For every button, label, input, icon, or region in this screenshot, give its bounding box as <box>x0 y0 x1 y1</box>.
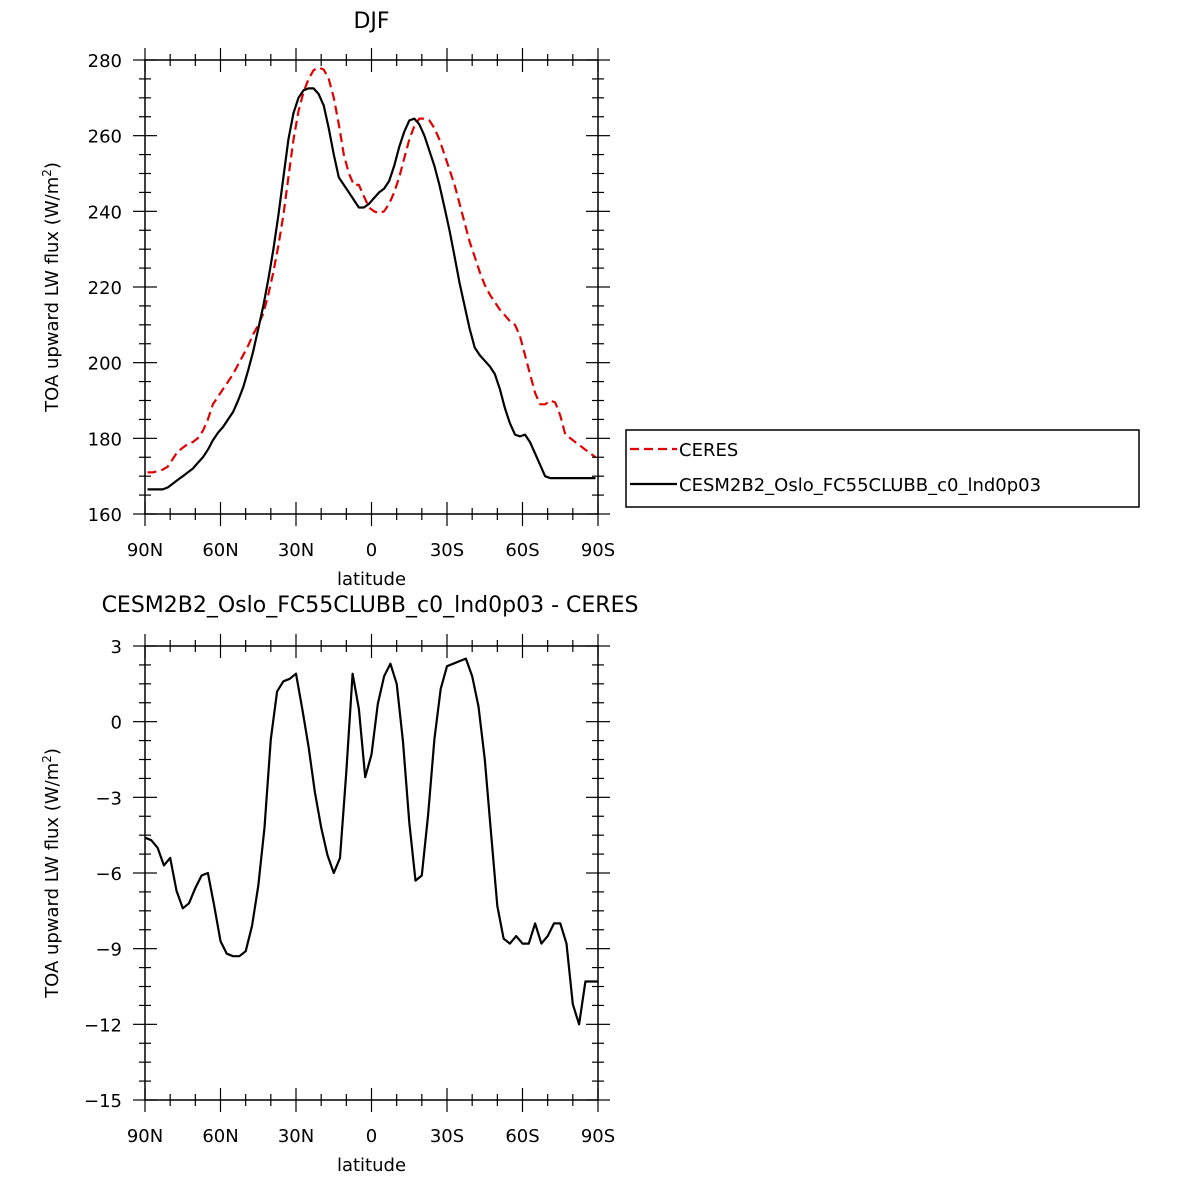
y-tick-label: 220 <box>88 278 122 299</box>
top-plot-frame <box>144 59 599 515</box>
x-tick-label: 60N <box>202 1126 238 1147</box>
legend: CERES CESM2B2_Oslo_FC55CLUBB_c0_lnd0p03 <box>625 429 1140 508</box>
bottom-y-axis-label: TOA upward LW flux (W/m2) <box>40 748 63 999</box>
y-tick-label: −3 <box>95 788 122 809</box>
top-series-group <box>147 66 597 491</box>
bottom-y-axis-label-tail: ) <box>42 748 63 755</box>
bottom-y-axis-label-sup: 2 <box>40 755 54 763</box>
top-panel: DJF 90N 60N 30N 0 30S 60S 90S 160 180 200 220 240 26… <box>40 9 615 590</box>
bottom-x-axis-label: latitude <box>337 1155 406 1176</box>
y-tick-label: 280 <box>88 51 122 72</box>
x-tick-label: 60S <box>505 1126 539 1147</box>
bottom-panel: CESM2B2_Oslo_FC55CLUBB_c0_lnd0p03 - CERE… <box>40 593 638 1176</box>
top-chart-title: DJF <box>353 9 389 34</box>
top-y-axis-label-main: TOA upward LW flux (W/m <box>42 177 63 413</box>
y-tick-label: 160 <box>88 505 122 526</box>
x-tick-label: 0 <box>366 540 377 561</box>
y-tick-label: −6 <box>95 864 122 885</box>
x-tick-label: 30S <box>430 1126 464 1147</box>
top-y-axis-label: TOA upward LW flux (W/m2) <box>40 162 63 413</box>
bottom-y-axis-label-main: TOA upward LW flux (W/m <box>42 763 63 999</box>
series-line-model <box>147 87 596 491</box>
x-tick-label: 30S <box>430 540 464 561</box>
y-tick-label: −12 <box>84 1015 122 1036</box>
series-line-ceres <box>147 66 597 474</box>
x-tick-label: 90S <box>581 540 615 561</box>
bottom-plot-frame <box>144 645 599 1101</box>
y-tick-label: −9 <box>95 940 122 961</box>
y-tick-label: −15 <box>84 1091 122 1112</box>
y-tick-label: 240 <box>88 202 122 223</box>
legend-box <box>625 429 1140 508</box>
bottom-series-group <box>144 657 598 1026</box>
y-tick-label: 200 <box>88 354 122 375</box>
top-y-axis-label-sup: 2 <box>40 169 54 177</box>
y-tick-label: 260 <box>88 127 122 148</box>
series-line-difference <box>144 657 598 1026</box>
x-tick-label: 30N <box>278 540 314 561</box>
top-x-axis-label: latitude <box>337 569 406 590</box>
x-tick-label: 90S <box>581 1126 615 1147</box>
x-tick-label: 60S <box>505 540 539 561</box>
legend-label-model: CESM2B2_Oslo_FC55CLUBB_c0_lnd0p03 <box>679 475 1041 496</box>
x-tick-label: 90N <box>127 540 163 561</box>
x-tick-label: 30N <box>278 1126 314 1147</box>
top-y-axis-label-tail: ) <box>42 162 63 169</box>
bottom-ticks-group: 90N 60N 30N 0 30S 60S 90S −15 −12 −9 −6 −3 0 3 <box>84 634 615 1147</box>
y-tick-label: 0 <box>111 713 122 734</box>
bottom-chart-title: CESM2B2_Oslo_FC55CLUBB_c0_lnd0p03 - CERE… <box>102 593 639 618</box>
top-ticks-group: 90N 60N 30N 0 30S 60S 90S 160 180 200 220 240 260 280 <box>88 48 615 561</box>
y-tick-label: 180 <box>88 429 122 450</box>
legend-label-ceres: CERES <box>679 440 738 461</box>
y-tick-label: 3 <box>111 637 122 658</box>
x-tick-label: 90N <box>127 1126 163 1147</box>
x-tick-label: 60N <box>202 540 238 561</box>
x-tick-label: 0 <box>366 1126 377 1147</box>
